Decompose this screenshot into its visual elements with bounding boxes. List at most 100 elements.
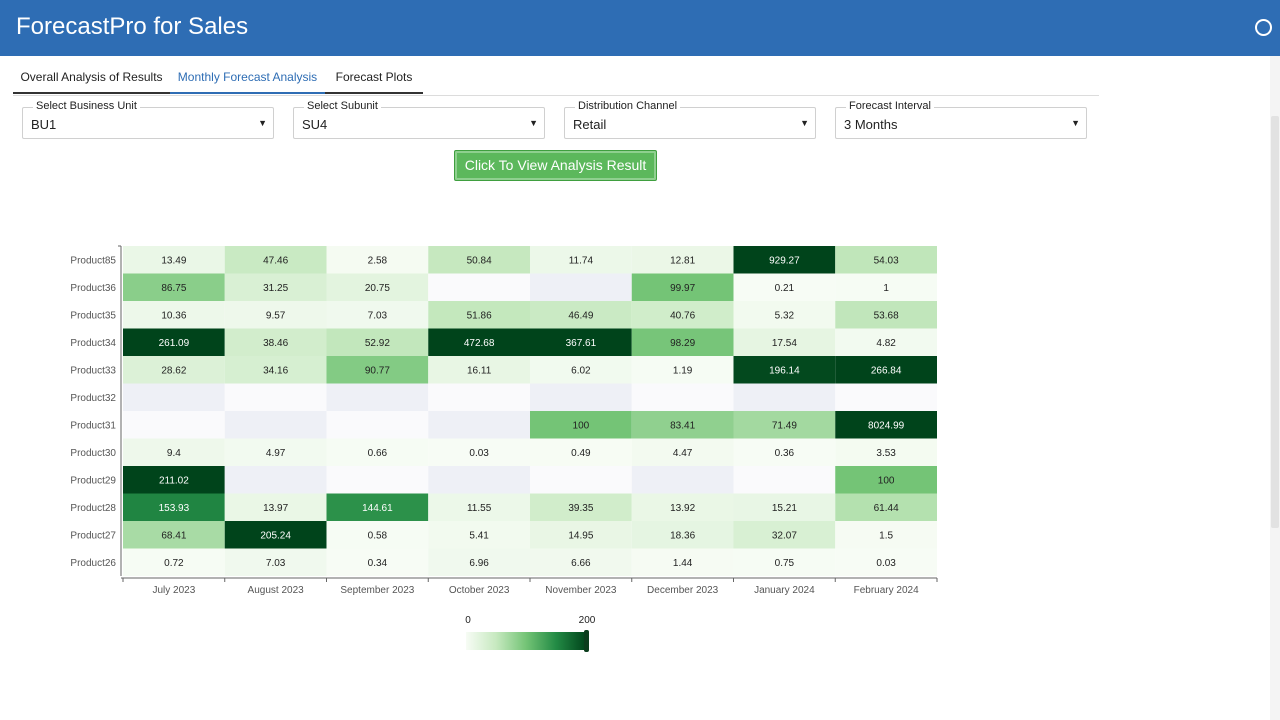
heatmap-cell [123,521,225,549]
y-axis-tick-label: Product85 [70,255,116,266]
tab-overall-analysis[interactable]: Overall Analysis of Results [13,62,170,94]
heatmap-cell [530,521,632,549]
business-unit-select[interactable]: Select Business Unit BU1 ▼ [22,100,274,139]
colorbar-max-label: 200 [579,615,596,626]
heatmap-cell [530,328,632,356]
heatmap-cell-label: 4.47 [673,448,693,459]
heatmap-cell-label: 0.34 [368,558,388,569]
heatmap-cell [224,301,327,329]
heatmap-cell [428,493,530,521]
heatmap-cell-label: 86.75 [161,283,186,294]
heatmap-cell [530,273,632,301]
heatmap-cell-label: 0.03 [469,448,489,459]
circle-icon[interactable] [1255,19,1272,36]
heatmap-cell-label: 13.97 [263,503,288,514]
heatmap-cell [224,548,327,576]
heatmap-cell-label: 0.36 [775,448,795,459]
colorbar-min-label: 0 [465,615,471,626]
heatmap-cell [835,548,937,576]
heatmap-cell-label: 1 [883,283,889,294]
heatmap-cell-label: 39.35 [568,503,593,514]
heatmap-cell [428,521,530,549]
heatmap-cell [631,438,734,466]
heatmap-cell [733,328,836,356]
view-analysis-button[interactable]: Click To View Analysis Result [454,150,657,181]
heatmap-cell-label: 15.21 [772,503,797,514]
heatmap-cell [631,356,734,384]
scrollbar-thumb[interactable] [1271,116,1279,528]
heatmap-cell [123,438,225,466]
heatmap-cell [224,493,327,521]
heatmap-cell-label: 90.77 [365,365,390,376]
heatmap-cell-label: 6.96 [469,558,489,569]
heatmap-cell [428,466,530,494]
heatmap-cell-label: 71.49 [772,420,797,431]
business-unit-value: BU1 [31,117,57,132]
heatmap-cell [631,466,734,494]
x-axis-tick-label: October 2023 [449,585,510,596]
heatmap-cell [733,246,836,274]
heatmap-cell-label: 0.49 [571,448,591,459]
subunit-select[interactable]: Select Subunit SU4 ▼ [293,100,545,139]
tab-monthly-forecast-analysis[interactable]: Monthly Forecast Analysis [170,62,325,94]
heatmap-cell [733,466,836,494]
heatmap-cell [123,273,225,301]
y-axis-tick-label: Product35 [70,310,116,321]
heatmap-cell [428,328,530,356]
heatmap-cell [123,328,225,356]
heatmap-cell [835,301,937,329]
y-axis-tick-label: Product33 [70,365,116,376]
heatmap-cell-label: 144.61 [362,503,393,514]
heatmap-cell-label: 196.14 [769,365,800,376]
heatmap-cell [123,301,225,329]
heatmap-cell-label: 46.49 [568,310,593,321]
x-axis-tick-label: December 2023 [647,585,719,596]
heatmap-cell-label: 472.68 [464,338,495,349]
heatmap-cell [123,466,225,494]
caret-down-icon: ▼ [529,118,538,128]
heatmap-cell [326,273,429,301]
tab-forecast-plots[interactable]: Forecast Plots [325,62,423,94]
heatmap-cell-label: 51.86 [467,310,492,321]
tab-bar: Overall Analysis of Results Monthly Fore… [13,62,1099,96]
heatmap-cell-label: 16.11 [467,365,492,376]
heatmap-cell-label: 52.92 [365,338,390,349]
colorbar-handle[interactable] [584,630,589,652]
heatmap-cell [733,301,836,329]
heatmap-cell-label: 7.03 [266,558,286,569]
heatmap-cell-label: 266.84 [871,365,902,376]
heatmap-cell [733,493,836,521]
heatmap-cell [631,411,734,439]
heatmap-cell [631,328,734,356]
caret-down-icon: ▼ [1071,118,1080,128]
heatmap-cell [123,246,225,274]
y-axis-tick-label: Product30 [70,448,116,459]
colorbar-gradient [466,632,586,650]
forecast-interval-label: Forecast Interval [846,100,934,112]
heatmap-cell [835,246,937,274]
y-axis-tick-label: Product36 [70,283,116,294]
heatmap-cell-label: 0.03 [876,558,896,569]
forecast-interval-select[interactable]: Forecast Interval 3 Months ▼ [835,100,1087,139]
caret-down-icon: ▼ [800,118,809,128]
app-header: ForecastPro for Sales [0,0,1280,56]
heatmap-cell-label: 5.41 [469,530,489,541]
scrollbar[interactable] [1270,56,1280,720]
heatmap-cell-label: 14.95 [568,530,593,541]
heatmap-cell [835,356,937,384]
y-axis-tick-label: Product34 [70,338,116,349]
heatmap-cell-label: 13.92 [670,503,695,514]
x-axis-tick-label: November 2023 [545,585,617,596]
heatmap-cell [631,548,734,576]
heatmap-cell [530,356,632,384]
heatmap-cell-label: 0.58 [368,530,388,541]
heatmap-cell [631,383,734,411]
heatmap-cell [733,273,836,301]
heatmap-cell-label: 367.61 [566,338,597,349]
heatmap-cell-label: 2.58 [368,255,388,266]
distribution-channel-select[interactable]: Distribution Channel Retail ▼ [564,100,816,139]
heatmap-cell-label: 47.46 [263,255,288,266]
heatmap-cell [428,246,530,274]
heatmap-cell-label: 17.54 [772,338,797,349]
